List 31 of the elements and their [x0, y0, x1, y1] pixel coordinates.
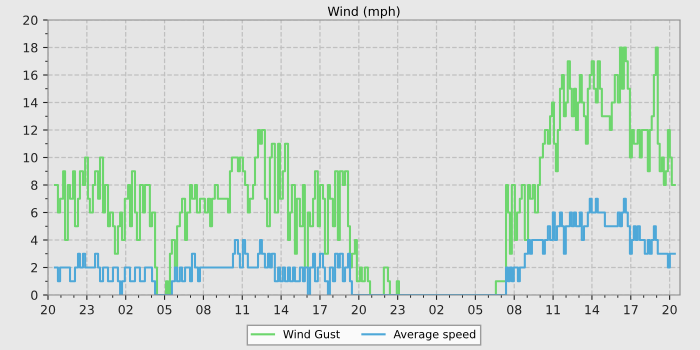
x-tick-label: 11 [546, 305, 560, 314]
x-tick-label: 17 [313, 305, 327, 314]
y-tick-label: 4 [30, 236, 38, 245]
legend-label: Average speed [394, 330, 476, 341]
x-tick-label: 05 [157, 304, 172, 314]
x-tick-label: 14 [274, 305, 288, 314]
chart-title: Wind (mph) [328, 6, 400, 18]
x-tick-label: 08 [196, 304, 211, 314]
y-tick-label: 2 [31, 262, 38, 272]
x-tick-label: 14 [585, 305, 600, 314]
x-tick-label: 02 [429, 304, 444, 314]
x-tick-label: 17 [624, 305, 638, 314]
y-tick-label: 10 [24, 152, 38, 162]
y-tick-label: 8 [31, 180, 38, 190]
x-tick-label: 11 [236, 305, 250, 314]
y-tick-label: 12 [24, 125, 38, 135]
x-tick-label: 23 [390, 304, 405, 314]
y-tick-label: 18 [24, 42, 38, 52]
x-tick-label: 08 [507, 304, 522, 314]
y-tick-label: 6 [31, 208, 38, 218]
y-tick-label: 16 [24, 70, 38, 80]
y-tick-label: 0 [31, 290, 38, 300]
x-tick-label: 23 [80, 304, 94, 314]
x-tick-label: 02 [118, 304, 132, 314]
legend-label: Wind Gust [283, 330, 340, 338]
x-tick-label: 20 [352, 304, 366, 314]
x-tick-label: 20 [40, 304, 56, 314]
y-tick-label: 14 [24, 98, 38, 108]
x-tick-label: 20 [662, 304, 677, 314]
x-tick-label: 05 [468, 304, 482, 314]
y-tick-label: 20 [23, 15, 38, 25]
